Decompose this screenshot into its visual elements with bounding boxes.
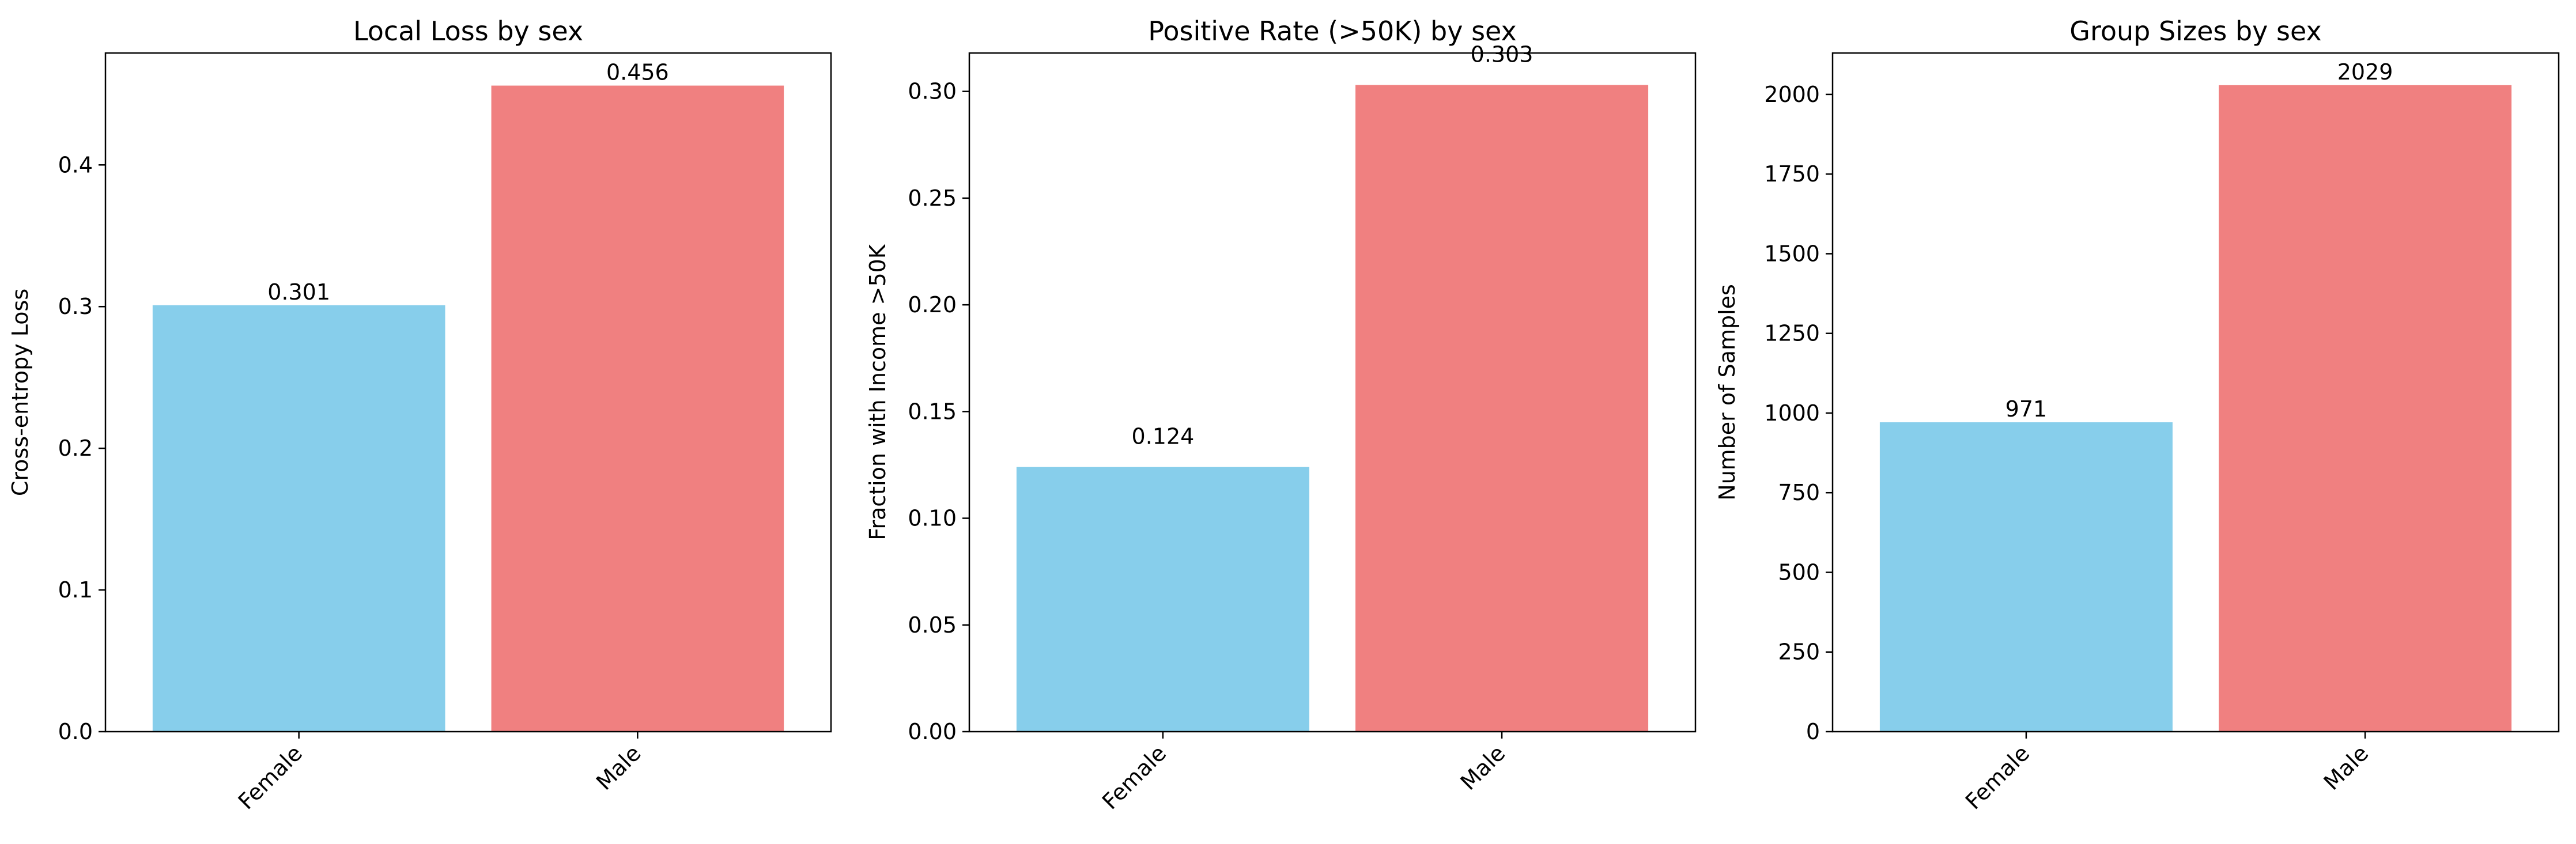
bar-value-label: 0.124 — [1132, 424, 1195, 449]
y-tick-label: 0.0 — [58, 719, 93, 744]
bar-male — [2219, 85, 2512, 732]
x-tick-label: Female — [1961, 740, 2034, 814]
chart-panel-1: 0.301 0.456 0.0 0.1 0.2 0.3 0.4 Female Male Local… — [7, 16, 832, 815]
bar-value-label: 0.301 — [267, 279, 330, 305]
bar-male — [491, 85, 784, 732]
y-axis-label: Number of Samples — [1714, 284, 1740, 501]
bar-male — [1355, 85, 1649, 732]
axes-frame — [104, 52, 832, 733]
bar-value-label: 2029 — [2337, 59, 2393, 85]
y-tick-label: 0.1 — [58, 577, 93, 603]
x-tick-label: Male — [1456, 740, 1510, 795]
y-tick-label: 1750 — [1764, 161, 1820, 187]
axes-frame — [1831, 52, 2560, 733]
y-tick-label: 0 — [1806, 719, 1820, 744]
bar-female — [1879, 422, 2173, 732]
y-tick-label: 750 — [1778, 480, 1820, 505]
y-tick-label: 1500 — [1764, 241, 1820, 266]
x-tick-label: Male — [591, 740, 646, 795]
y-tick-label: 0.2 — [58, 436, 93, 461]
y-tick-label: 0.05 — [908, 612, 957, 638]
y-tick-label: 1250 — [1764, 321, 1820, 346]
bar-female — [1016, 467, 1309, 732]
chart-panel-2: 0.124 0.303 0.00 0.05 0.10 0.15 0.20 0.25 0.30 Fe… — [865, 16, 1697, 815]
chart-title: Group Sizes by sex — [2069, 16, 2321, 47]
bar-value-label: 0.303 — [1471, 42, 1533, 67]
x-tick-label: Female — [1097, 740, 1171, 814]
bar-female — [152, 305, 445, 732]
x-tick-label: Female — [233, 740, 307, 814]
y-tick-label: 0.10 — [908, 506, 957, 531]
y-tick-label: 0.3 — [58, 294, 93, 319]
chart-title: Local Loss by sex — [353, 16, 583, 47]
x-tick-label: Male — [2319, 740, 2374, 795]
y-tick-label: 1000 — [1764, 400, 1820, 426]
chart-panel-3: 971 2029 0 250 500 750 1000 1250 1500 1750 2000 Fem… — [1714, 16, 2560, 815]
y-axis-label: Fraction with Income >50K — [865, 244, 890, 540]
y-axis-label: Cross-entropy Loss — [7, 289, 33, 496]
y-tick-label: 0.4 — [58, 152, 93, 177]
y-tick-label: 0.20 — [908, 292, 957, 317]
y-tick-label: 0.00 — [908, 719, 957, 744]
axes-frame — [968, 52, 1697, 733]
y-tick-label: 0.15 — [908, 399, 957, 424]
y-tick-label: 0.25 — [908, 186, 957, 211]
bar-value-label: 0.456 — [606, 60, 669, 85]
y-tick-label: 0.30 — [908, 79, 957, 104]
bar-value-label: 971 — [2005, 396, 2048, 422]
chart-title: Positive Rate (>50K) by sex — [1148, 16, 1517, 47]
y-tick-label: 2000 — [1764, 82, 1820, 107]
y-tick-label: 500 — [1778, 559, 1820, 585]
y-tick-label: 250 — [1778, 639, 1820, 665]
